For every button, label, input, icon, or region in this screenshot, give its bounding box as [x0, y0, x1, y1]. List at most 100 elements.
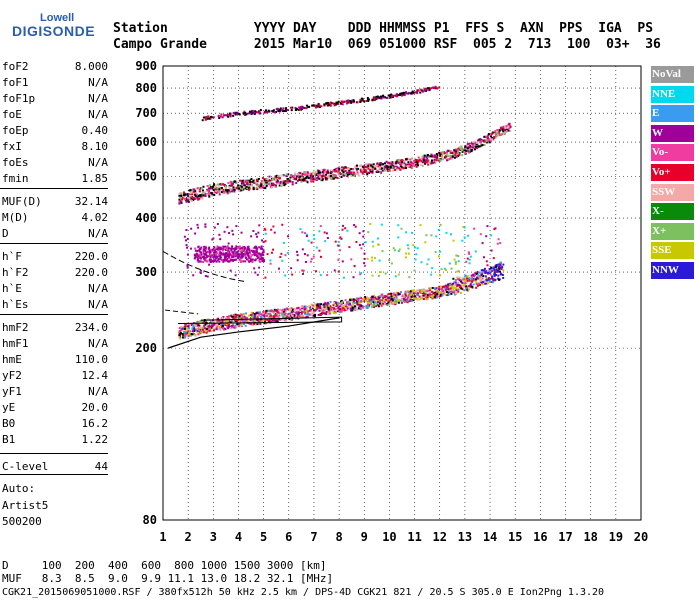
echo-dot [440, 156, 443, 159]
echo-dot [280, 184, 283, 187]
echo-dot [332, 175, 335, 178]
echo-dot [203, 245, 206, 248]
echo-dot [354, 166, 357, 169]
echo-dot [180, 194, 183, 197]
echo-dot [228, 247, 231, 250]
echo-dot [204, 330, 207, 333]
echo-dot [379, 295, 382, 298]
echo-dot [212, 260, 215, 263]
echo-dot [356, 302, 359, 305]
echo-dot [213, 329, 216, 332]
echo-dot [307, 239, 310, 242]
echo-dot [300, 175, 303, 178]
echo-dot [317, 175, 320, 178]
echo-dot [419, 163, 422, 166]
echo-dot [420, 157, 423, 160]
echo-dot [350, 101, 353, 104]
echo-dot [400, 163, 403, 166]
echo-dot [349, 298, 352, 301]
echo-dot [379, 162, 382, 165]
echo-dot [322, 173, 325, 176]
echo-dot [336, 309, 339, 312]
echo-dot [186, 199, 189, 202]
echo-dot [276, 175, 279, 178]
param-row: h`E N/A [2, 281, 108, 297]
echo-dot [183, 336, 186, 339]
echo-dot [198, 324, 201, 327]
echo-dot [362, 169, 365, 172]
echo-dot [187, 333, 190, 336]
echo-dot [268, 183, 271, 186]
echo-dot [467, 234, 470, 237]
echo-dot [331, 307, 334, 310]
echo-dot [406, 244, 409, 247]
param-value: N/A [88, 337, 108, 350]
echo-dot [209, 254, 212, 257]
echo-dot [200, 187, 203, 190]
echo-dot [366, 97, 369, 100]
echo-dot [306, 313, 309, 316]
echo-dot [363, 100, 366, 103]
echo-dot [379, 163, 382, 166]
echo-dot [283, 184, 286, 187]
param-value: N/A [88, 385, 108, 398]
echo-dot [426, 157, 429, 160]
echo-dot [210, 326, 213, 329]
echo-dot [318, 230, 321, 233]
echo-dot [214, 259, 217, 262]
echo-dot [185, 327, 188, 330]
echo-dot [225, 320, 228, 323]
echo-dot [488, 271, 491, 274]
echo-dot [370, 168, 373, 171]
echo-dot [375, 95, 378, 98]
echo-dot [491, 281, 494, 284]
echo-dot [178, 334, 181, 337]
echo-dot [227, 327, 230, 330]
echo-dot [497, 269, 500, 272]
echo-dot [425, 155, 428, 158]
echo-dot [260, 245, 263, 248]
echo-dot [439, 159, 442, 162]
echo-dot [261, 259, 264, 262]
echo-dot [318, 177, 321, 180]
echo-dot [381, 163, 384, 166]
echo-dot [320, 255, 323, 258]
echo-dot [279, 107, 282, 110]
echo-dot [346, 171, 349, 174]
param-value: 1.85 [81, 172, 109, 185]
echo-dot [382, 94, 385, 97]
echo-dot [234, 313, 237, 316]
echo-dot [278, 184, 281, 187]
echo-dot [410, 300, 413, 303]
echo-dot [229, 181, 232, 184]
echo-dot [275, 313, 278, 316]
echo-dot [204, 248, 207, 251]
echo-dot [368, 300, 371, 303]
echo-dot [329, 169, 332, 172]
echo-dot [255, 314, 258, 317]
echo-dot [250, 184, 253, 187]
echo-dot [447, 290, 450, 293]
echo-dot [465, 285, 468, 288]
echo-dot [244, 260, 247, 263]
echo-dot [302, 269, 305, 272]
echo-dot [344, 227, 347, 230]
echo-dot [404, 296, 407, 299]
echo-dot [446, 284, 449, 287]
echo-dot [230, 327, 233, 330]
echo-dot [330, 178, 333, 181]
echo-dot [309, 176, 312, 179]
echo-dot [318, 303, 321, 306]
y-tick-label: 600 [135, 135, 157, 149]
echo-dot [358, 232, 361, 235]
echo-dot [335, 103, 338, 106]
echo-dot [341, 224, 344, 227]
echo-dot [371, 305, 374, 308]
echo-dot [274, 184, 277, 187]
echo-dot [337, 244, 340, 247]
echo-dot [343, 309, 346, 312]
echo-dot [200, 246, 203, 249]
echo-dot [216, 187, 219, 190]
echo-dot [269, 310, 272, 313]
echo-dot [349, 304, 352, 307]
